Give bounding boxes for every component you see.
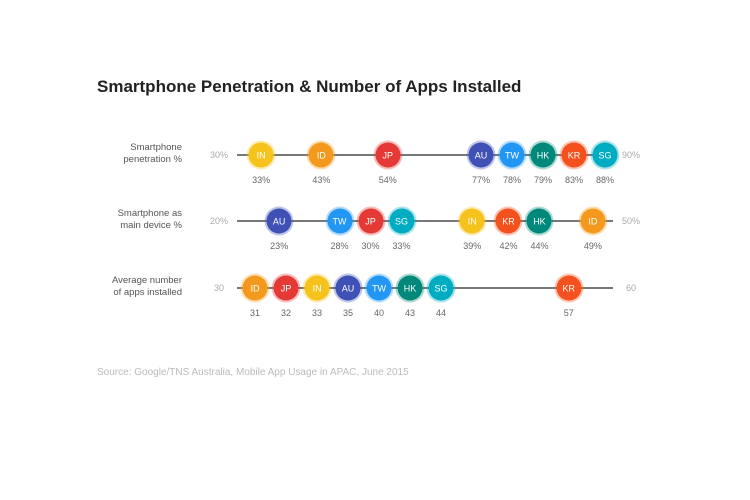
axis-line — [237, 154, 613, 156]
data-label: 44 — [436, 308, 447, 318]
data-label: 57 — [563, 308, 574, 318]
data-label: 83% — [564, 175, 584, 185]
data-label: 23% — [270, 241, 289, 251]
data-point-in: IN — [248, 142, 274, 168]
axis-line — [237, 287, 613, 289]
data-label: 40 — [374, 308, 385, 318]
data-point-kr: KR — [495, 208, 521, 234]
data-point-id: ID — [580, 208, 606, 234]
data-point-jp: JP — [375, 142, 401, 168]
data-label: 30% — [361, 241, 380, 251]
axis-min-label: 30% — [209, 150, 229, 160]
data-point-sg: SG — [389, 208, 415, 234]
data-point-id: ID — [308, 142, 334, 168]
data-label: 54% — [378, 175, 397, 185]
chart-title: Smartphone Penetration & Number of Apps … — [97, 77, 522, 96]
data-point-tw: TW — [366, 275, 392, 301]
data-label: 88% — [595, 175, 615, 185]
data-label: 49% — [583, 241, 602, 251]
data-point-au: AU — [468, 142, 494, 168]
data-point-au: AU — [335, 275, 361, 301]
data-point-au: AU — [266, 208, 292, 234]
data-point-hk: HK — [530, 142, 556, 168]
data-point-in: IN — [459, 208, 485, 234]
data-point-sg: SG — [592, 142, 618, 168]
axis-min-label: 20% — [209, 216, 229, 226]
data-point-hk: HK — [397, 275, 423, 301]
row-label: Average number of apps installed — [92, 275, 182, 299]
data-label: 77% — [471, 175, 491, 185]
data-label: 44% — [530, 241, 549, 251]
axis-max-label: 60 — [625, 283, 637, 293]
row-label-line: Average number — [111, 275, 182, 286]
data-label: 32 — [281, 308, 292, 318]
data-point-jp: JP — [273, 275, 299, 301]
data-label: 35 — [343, 308, 354, 318]
row-label: Smartphone penetration % — [92, 142, 182, 166]
axis-max-label: 90% — [621, 150, 641, 160]
data-label: 42% — [499, 241, 518, 251]
row-label-line: Smartphone — [130, 142, 182, 153]
data-point-tw: TW — [499, 142, 525, 168]
data-point-tw: TW — [327, 208, 353, 234]
source-note: Source: Google/TNS Australia, Mobile App… — [97, 367, 409, 378]
data-label: 33% — [392, 241, 411, 251]
data-point-sg: SG — [428, 275, 454, 301]
data-point-id: ID — [242, 275, 268, 301]
data-point-kr: KR — [561, 142, 587, 168]
data-point-jp: JP — [358, 208, 384, 234]
data-label: 43 — [405, 308, 416, 318]
row-label: Smartphone as main device % — [92, 208, 182, 232]
data-label: 43% — [312, 175, 331, 185]
row-label-line: of apps installed — [113, 287, 182, 298]
data-label: 78% — [502, 175, 522, 185]
data-label: 31 — [250, 308, 261, 318]
data-label: 33% — [252, 175, 271, 185]
data-point-hk: HK — [526, 208, 552, 234]
row-label-line: main device % — [120, 220, 182, 231]
axis-min-label: 30 — [213, 283, 225, 293]
data-point-in: IN — [304, 275, 330, 301]
row-label-line: penetration % — [123, 154, 182, 165]
data-point-kr: KR — [556, 275, 582, 301]
row-label-line: Smartphone as — [117, 208, 182, 219]
data-label: 79% — [533, 175, 553, 185]
axis-max-label: 50% — [621, 216, 641, 226]
data-label: 28% — [330, 241, 349, 251]
data-label: 39% — [463, 241, 482, 251]
axis-line — [237, 220, 613, 222]
data-label: 33 — [312, 308, 323, 318]
